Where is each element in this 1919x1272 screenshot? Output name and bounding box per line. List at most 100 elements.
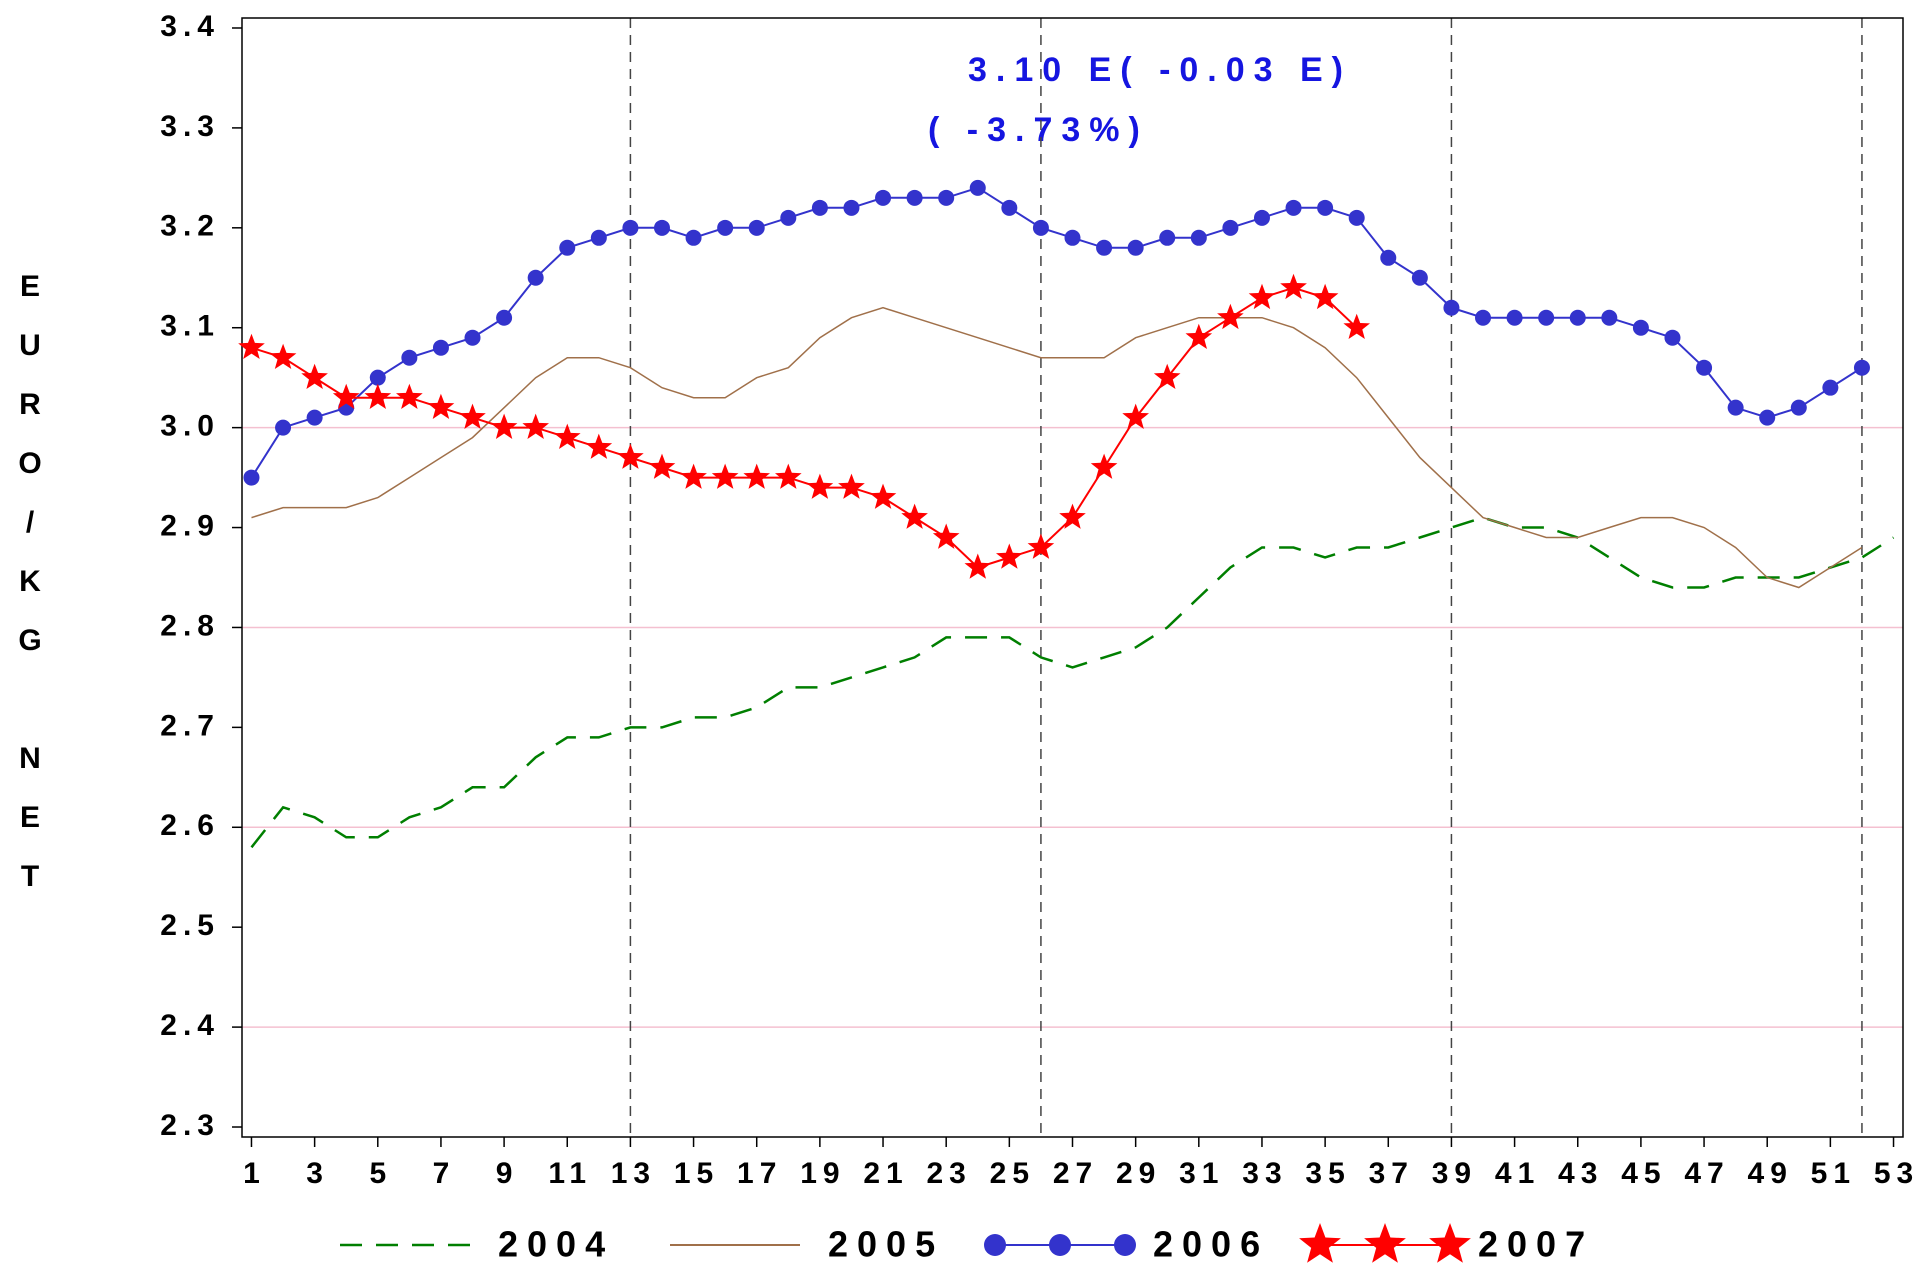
point: [906, 189, 923, 206]
point: [1538, 309, 1555, 326]
point: [1380, 249, 1397, 266]
legend-marker: [1299, 1223, 1341, 1263]
point: [1853, 359, 1870, 376]
point: [875, 189, 892, 206]
point: [1190, 229, 1207, 246]
x-tick-label: 17: [737, 1157, 782, 1190]
x-tick-label: 15: [674, 1157, 719, 1190]
point: [332, 383, 360, 409]
legend-label: 2006: [1153, 1224, 1269, 1265]
point: [1443, 299, 1460, 316]
point: [964, 553, 992, 579]
x-tick-label: 37: [1369, 1157, 1414, 1190]
legend-label: 2005: [828, 1224, 944, 1265]
point: [1222, 219, 1239, 236]
point: [1727, 399, 1744, 416]
point: [364, 383, 392, 409]
point: [1253, 209, 1270, 226]
point: [1217, 303, 1244, 330]
point: [806, 473, 834, 499]
series-line: [251, 306, 1863, 589]
y-tick-label: 3.3: [160, 110, 220, 143]
x-tick-label: 31: [1179, 1157, 1224, 1190]
annotation: ( -3.73%): [928, 111, 1149, 149]
point: [238, 333, 265, 359]
point: [559, 239, 576, 256]
point: [622, 219, 639, 236]
point: [1185, 323, 1213, 349]
point: [243, 469, 260, 486]
point: [1122, 403, 1149, 429]
y-tick-label: 2.9: [160, 509, 220, 542]
x-tick-label: 19: [800, 1157, 845, 1190]
point: [653, 219, 670, 236]
point: [1059, 503, 1086, 529]
legend-label: 2004: [498, 1224, 614, 1265]
point: [780, 209, 797, 226]
point: [711, 463, 739, 489]
x-tick-label: 9: [496, 1157, 519, 1190]
point: [969, 179, 986, 196]
point: [869, 483, 897, 509]
point: [1311, 283, 1339, 310]
point: [306, 409, 323, 426]
point: [459, 403, 486, 429]
x-tick-label: 11: [548, 1157, 592, 1190]
point: [590, 229, 607, 246]
series-line: [250, 186, 1863, 479]
point: [1759, 409, 1776, 426]
point: [901, 503, 928, 529]
point: [427, 393, 455, 419]
x-tick-label: 23: [927, 1157, 972, 1190]
point: [1506, 309, 1523, 326]
x-tick-label: 47: [1684, 1157, 1729, 1190]
point: [1664, 329, 1681, 346]
x-tick-label: 41: [1495, 1157, 1540, 1190]
point: [522, 413, 549, 439]
point: [401, 349, 418, 366]
annotation: 3.10 E( -0.03 E): [968, 51, 1352, 89]
point: [685, 229, 702, 246]
point: [1822, 379, 1839, 396]
x-tick-label: 43: [1558, 1157, 1603, 1190]
legend-marker: [1429, 1223, 1471, 1263]
y-tick-label: 3.0: [160, 410, 220, 443]
y-tick-label: 2.6: [160, 809, 220, 842]
point: [1280, 273, 1307, 300]
x-tick-label: 51: [1811, 1157, 1856, 1190]
point: [1696, 359, 1713, 376]
point: [527, 269, 544, 286]
point: [1153, 363, 1181, 389]
point: [1475, 309, 1492, 326]
legend-marker: [1114, 1234, 1136, 1256]
point: [1027, 533, 1055, 559]
point: [1090, 453, 1118, 479]
point: [585, 433, 613, 459]
point: [490, 413, 518, 439]
point: [1064, 229, 1081, 246]
x-tick-label: 39: [1432, 1157, 1477, 1190]
y-tick-label: 2.4: [160, 1009, 220, 1042]
point: [1159, 229, 1176, 246]
y-tick-label: 2.3: [160, 1109, 220, 1142]
x-tick-label: 27: [1053, 1157, 1098, 1190]
series-line: [250, 516, 1895, 849]
point: [996, 543, 1023, 569]
point: [396, 383, 423, 409]
point: [432, 339, 449, 356]
y-tick-label: 3.2: [160, 210, 220, 243]
point: [1411, 269, 1428, 286]
x-tick-label: 13: [611, 1157, 656, 1190]
y-tick-label: 3.1: [160, 310, 220, 343]
y-tick-label: 2.8: [160, 609, 220, 642]
point: [275, 419, 292, 436]
point: [269, 343, 297, 369]
legend-marker: [1049, 1234, 1071, 1256]
point: [811, 199, 828, 216]
x-tick-label: 7: [433, 1157, 456, 1190]
point: [1569, 309, 1586, 326]
point: [1790, 399, 1807, 416]
x-tick-label: 33: [1242, 1157, 1287, 1190]
point: [1632, 319, 1649, 336]
